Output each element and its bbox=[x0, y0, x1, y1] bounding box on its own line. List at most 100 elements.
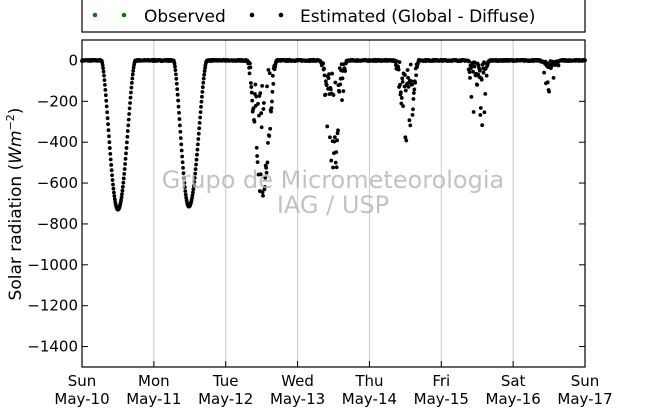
x-tick-day-5: Fri bbox=[432, 372, 450, 390]
legend-marker-observed-1 bbox=[92, 12, 98, 18]
data-point-estimated bbox=[478, 68, 482, 73]
data-point-estimated bbox=[108, 151, 113, 156]
y-axis-label: Solar radiation (Wm−2) bbox=[4, 108, 26, 301]
data-point-estimated bbox=[130, 72, 135, 77]
legend-label-observed: Observed bbox=[144, 7, 226, 27]
data-point-estimated bbox=[343, 69, 348, 73]
data-point-estimated bbox=[471, 69, 476, 74]
data-point-estimated bbox=[324, 83, 329, 88]
data-point-estimated bbox=[484, 73, 489, 78]
x-tick-date-3: May-13 bbox=[270, 390, 325, 408]
data-point-estimated bbox=[176, 98, 181, 103]
data-point-estimated bbox=[104, 98, 109, 103]
data-point-estimated bbox=[198, 115, 203, 120]
data-point-estimated bbox=[126, 117, 131, 122]
data-point-estimated bbox=[556, 63, 561, 68]
data-point-estimated bbox=[258, 172, 263, 177]
data-point-estimated bbox=[333, 160, 338, 165]
data-point-estimated bbox=[253, 82, 258, 87]
data-point-estimated bbox=[202, 72, 207, 77]
data-point-estimated bbox=[250, 98, 255, 103]
data-point-estimated bbox=[196, 137, 201, 141]
data-point-estimated bbox=[261, 107, 266, 111]
data-point-estimated bbox=[264, 170, 269, 175]
x-tick-day-3: Wed bbox=[281, 372, 314, 390]
data-point-estimated bbox=[265, 160, 270, 165]
data-point-estimated bbox=[173, 68, 178, 73]
data-point-estimated bbox=[257, 113, 261, 118]
data-point-estimated bbox=[106, 122, 110, 127]
data-point-estimated bbox=[101, 66, 106, 71]
data-point-estimated bbox=[403, 88, 408, 93]
data-point-estimated bbox=[259, 111, 264, 116]
data-point-estimated bbox=[483, 91, 488, 96]
data-point-estimated bbox=[247, 71, 252, 76]
data-point-estimated bbox=[397, 60, 402, 65]
data-point-estimated bbox=[254, 145, 259, 150]
data-point-estimated bbox=[255, 154, 260, 158]
data-point-estimated bbox=[128, 95, 133, 100]
y-axis-label-main: Solar radiation ( bbox=[6, 164, 26, 301]
x-tick-day-0: Sun bbox=[68, 372, 97, 390]
data-point-estimated bbox=[270, 73, 275, 78]
data-point-estimated bbox=[121, 176, 126, 181]
data-point-estimated bbox=[407, 118, 412, 123]
data-point-estimated bbox=[202, 69, 207, 74]
data-point-estimated bbox=[180, 154, 185, 159]
data-point-estimated bbox=[257, 94, 262, 98]
data-point-estimated bbox=[268, 126, 273, 131]
data-point-estimated bbox=[109, 168, 114, 173]
data-point-estimated bbox=[127, 112, 132, 116]
data-point-estimated bbox=[256, 101, 260, 106]
data-point-estimated bbox=[475, 82, 480, 87]
data-point-estimated bbox=[264, 165, 269, 170]
y-tick-label-5: −1000 bbox=[27, 256, 78, 274]
data-points bbox=[80, 57, 587, 212]
data-point-estimated bbox=[181, 165, 185, 170]
data-point-estimated bbox=[411, 97, 416, 101]
data-point-estimated bbox=[260, 83, 264, 88]
data-point-estimated bbox=[121, 180, 126, 185]
data-point-estimated bbox=[260, 190, 265, 195]
data-point-estimated bbox=[195, 152, 199, 157]
data-point-estimated bbox=[262, 184, 267, 189]
data-point-estimated bbox=[104, 104, 109, 109]
data-point-estimated bbox=[478, 113, 483, 117]
data-point-estimated bbox=[101, 69, 106, 74]
data-point-estimated bbox=[270, 89, 275, 94]
data-point-estimated bbox=[120, 192, 124, 197]
data-point-estimated bbox=[321, 61, 326, 66]
data-point-estimated bbox=[251, 106, 256, 111]
data-point-estimated bbox=[108, 157, 113, 162]
data-point-estimated bbox=[103, 82, 107, 87]
data-point-estimated bbox=[125, 129, 130, 133]
data-point-estimated bbox=[194, 162, 198, 167]
data-point-estimated bbox=[403, 135, 408, 140]
y-axis-label-exponent: −2 bbox=[4, 114, 17, 130]
data-point-estimated bbox=[123, 162, 128, 166]
data-point-estimated bbox=[182, 185, 187, 190]
data-point-estimated bbox=[182, 180, 187, 185]
data-point-estimated bbox=[336, 128, 340, 133]
data-point-estimated bbox=[179, 148, 184, 153]
data-point-estimated bbox=[410, 82, 414, 87]
plot-frame bbox=[81, 39, 586, 368]
data-point-estimated bbox=[129, 85, 134, 90]
data-point-estimated bbox=[173, 72, 178, 77]
data-point-estimated bbox=[182, 176, 186, 181]
data-point-estimated bbox=[201, 80, 206, 85]
legend-label-estimated: Estimated (Global - Diffuse) bbox=[300, 7, 535, 27]
data-point-estimated bbox=[195, 147, 200, 152]
data-point-estimated bbox=[195, 142, 200, 147]
legend-box bbox=[81, 0, 586, 33]
data-point-estimated bbox=[408, 62, 413, 67]
data-point-estimated bbox=[124, 146, 129, 150]
data-point-estimated bbox=[323, 92, 328, 97]
data-point-estimated bbox=[176, 104, 181, 109]
data-point-estimated bbox=[248, 61, 252, 66]
data-point-estimated bbox=[269, 106, 274, 111]
data-point-estimated bbox=[403, 73, 407, 77]
data-point-estimated bbox=[471, 110, 476, 114]
data-point-estimated bbox=[102, 73, 106, 78]
data-point-estimated bbox=[130, 76, 135, 81]
